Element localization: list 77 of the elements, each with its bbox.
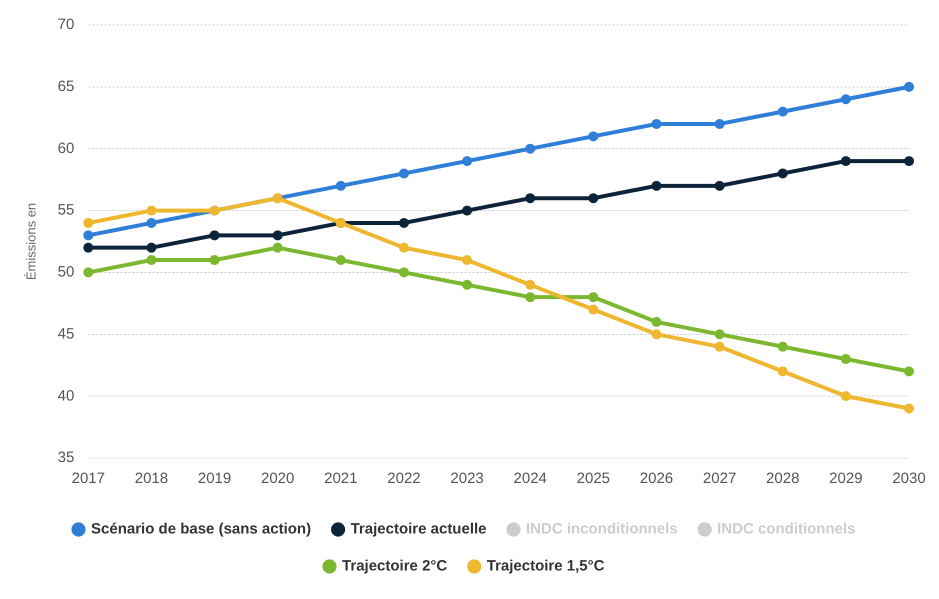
point xyxy=(904,404,914,414)
legend-label: Trajectoire 2°C xyxy=(342,558,448,575)
point xyxy=(588,292,598,302)
point xyxy=(778,168,788,178)
y-tick-label: 70 xyxy=(58,16,74,34)
point xyxy=(588,193,598,204)
point xyxy=(778,106,788,117)
point xyxy=(272,230,283,240)
point xyxy=(778,342,788,352)
point xyxy=(336,255,346,266)
point xyxy=(840,156,851,166)
x-tick-label: 2020 xyxy=(260,470,294,488)
x-tick-label: 2029 xyxy=(829,470,863,488)
y-tick-label: 50 xyxy=(58,264,74,281)
x-tick-label: 2025 xyxy=(576,470,610,488)
point xyxy=(462,280,472,290)
point xyxy=(651,329,662,340)
point xyxy=(146,242,156,253)
point xyxy=(398,267,409,278)
x-tick-label: 2022 xyxy=(387,470,421,488)
point xyxy=(588,304,598,315)
x-tick-label: 2018 xyxy=(134,470,168,488)
x-tick-label: 2017 xyxy=(72,470,105,488)
y-tick-label: 55 xyxy=(58,202,74,219)
point xyxy=(525,144,536,154)
point xyxy=(398,218,409,228)
point xyxy=(714,180,725,191)
x-tick-label: 2027 xyxy=(702,470,736,488)
y-tick-label: 45 xyxy=(58,325,74,342)
point xyxy=(83,230,94,240)
y-tick-label: 60 xyxy=(58,140,74,157)
point xyxy=(525,193,536,204)
point xyxy=(146,206,156,216)
y-tick-label: 65 xyxy=(58,78,74,95)
point xyxy=(210,255,220,266)
legend-label: Trajectoire 1,5°C xyxy=(486,558,605,575)
point xyxy=(840,354,851,364)
point xyxy=(525,280,536,290)
x-tick-label: 2023 xyxy=(450,470,484,488)
point xyxy=(272,242,283,253)
point xyxy=(83,242,94,253)
point xyxy=(462,255,472,266)
point xyxy=(714,329,725,340)
x-tick-label: 2019 xyxy=(198,470,232,488)
x-tick-label: 2026 xyxy=(640,470,674,488)
x-tick-label: 2028 xyxy=(766,470,800,488)
point xyxy=(778,366,788,376)
point xyxy=(462,206,472,216)
point xyxy=(904,82,914,92)
point xyxy=(904,156,914,166)
x-tick-label: 2024 xyxy=(514,470,547,488)
point xyxy=(651,316,662,327)
x-tick-label: 2021 xyxy=(324,470,358,488)
point xyxy=(651,180,662,191)
legend-label: Scénario de base (sans action) xyxy=(91,520,312,538)
point xyxy=(840,94,851,104)
point xyxy=(525,292,536,302)
point xyxy=(210,230,220,240)
y-axis-title: Émissions en xyxy=(23,202,38,280)
point xyxy=(588,131,598,142)
point xyxy=(904,366,914,376)
point xyxy=(462,156,472,166)
point xyxy=(651,118,662,129)
point xyxy=(83,267,94,278)
legend-label: Trajectoire actuelle xyxy=(350,520,486,538)
y-tick-label: 35 xyxy=(58,449,74,466)
y-tick-label: 40 xyxy=(58,387,74,404)
point xyxy=(83,218,94,228)
point xyxy=(714,118,725,129)
point xyxy=(714,342,725,352)
point xyxy=(336,180,346,191)
point xyxy=(398,242,409,253)
point xyxy=(146,255,156,266)
x-tick-label: 2030 xyxy=(892,470,926,488)
point xyxy=(840,391,851,402)
point xyxy=(146,218,156,228)
point xyxy=(398,168,409,178)
